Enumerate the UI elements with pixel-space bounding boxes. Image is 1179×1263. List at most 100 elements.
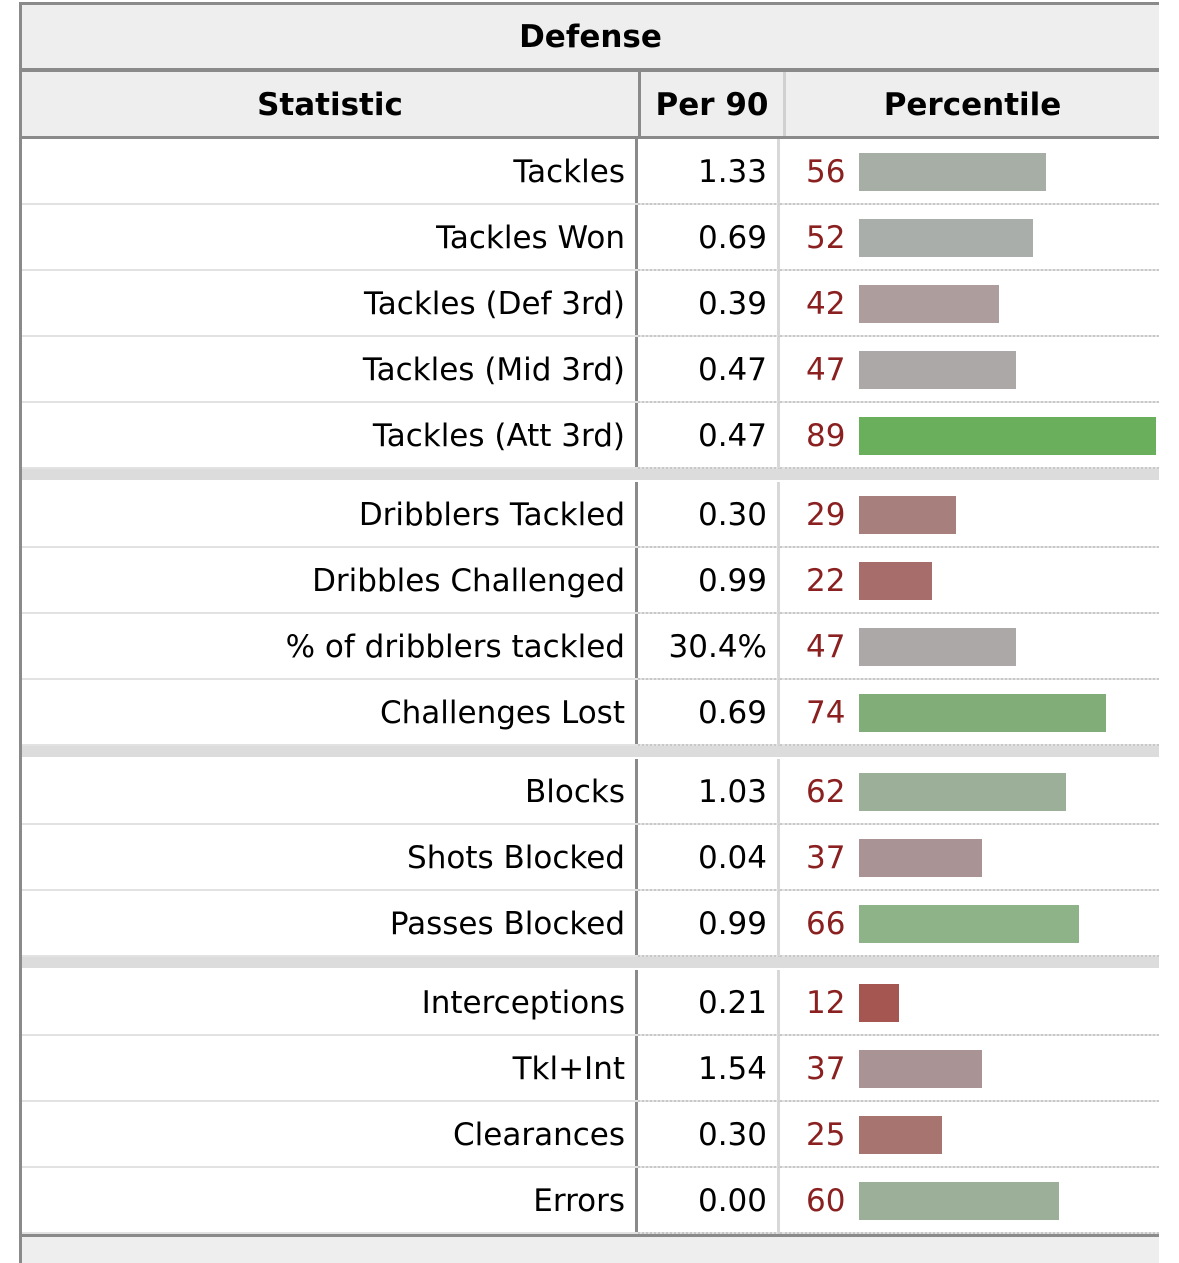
per90-value: 0.47 [638, 403, 780, 469]
per90-value: 1.54 [638, 1036, 780, 1102]
table-row: Dribblers Tackled 0.30 29 [22, 482, 1159, 548]
table-body: Tackles 1.33 56 Tackles Won 0.69 52 Tackles (D… [22, 139, 1159, 1234]
table-row: Tkl+Int 1.54 37 [22, 1036, 1159, 1102]
percentile-value: 56 [806, 154, 846, 190]
table-footer [22, 1234, 1159, 1263]
percentile-bar [859, 773, 1066, 811]
percentile-cell: 66 [780, 891, 1159, 957]
header-percentile[interactable]: Percentile [883, 87, 1062, 123]
group-separator [22, 469, 1159, 482]
percentile-value: 74 [806, 695, 846, 731]
table-row: Tackles (Mid 3rd) 0.47 47 [22, 337, 1159, 403]
header-statistic[interactable]: Statistic [22, 72, 641, 136]
table-caption: Defense [22, 5, 1159, 72]
percentile-cell: 74 [780, 680, 1159, 746]
table-row: Dribbles Challenged 0.99 22 [22, 548, 1159, 614]
stat-name: Passes Blocked [22, 891, 638, 955]
per90-value: 0.21 [638, 970, 780, 1036]
percentile-bar [859, 153, 1046, 191]
percentile-bar [859, 285, 999, 323]
per90-value: 0.39 [638, 271, 780, 337]
percentile-value: 52 [806, 220, 846, 256]
percentile-value: 89 [806, 418, 846, 454]
percentile-cell: 25 [780, 1102, 1159, 1168]
percentile-value: 60 [806, 1183, 846, 1219]
percentile-cell: 60 [780, 1168, 1159, 1234]
group-separator [22, 957, 1159, 970]
table-row: Shots Blocked 0.04 37 [22, 825, 1159, 891]
percentile-bar [859, 1182, 1059, 1220]
percentile-bar [859, 562, 932, 600]
percentile-value: 47 [806, 629, 846, 665]
stat-name: Interceptions [22, 970, 638, 1034]
percentile-bar [859, 628, 1016, 666]
header-per90[interactable]: Per 90 [641, 72, 786, 136]
per90-value: 1.03 [638, 759, 780, 825]
percentile-cell: 37 [780, 1036, 1159, 1102]
per90-value: 0.30 [638, 1102, 780, 1168]
table-row: Tackles (Att 3rd) 0.47 89 [22, 403, 1159, 469]
percentile-cell: 42 [780, 271, 1159, 337]
percentile-bar [859, 496, 956, 534]
header-row: Statistic Per 90 Percentile [22, 72, 1159, 139]
per90-value: 30.4% [638, 614, 780, 680]
percentile-bar [859, 1050, 982, 1088]
percentile-value: 37 [806, 1051, 846, 1087]
percentile-cell: 89 [780, 403, 1159, 469]
stat-name: Errors [22, 1168, 638, 1232]
per90-value: 0.30 [638, 482, 780, 548]
percentile-value: 29 [806, 497, 846, 533]
percentile-bar [859, 905, 1079, 943]
stat-name: Blocks [22, 759, 638, 823]
table-row: Tackles Won 0.69 52 [22, 205, 1159, 271]
percentile-bar [859, 984, 899, 1022]
stat-name: % of dribblers tackled [22, 614, 638, 678]
table-row: Challenges Lost 0.69 74 [22, 680, 1159, 746]
per90-value: 0.47 [638, 337, 780, 403]
stat-name: Tackles (Def 3rd) [22, 271, 638, 335]
stat-name: Tackles (Att 3rd) [22, 403, 638, 467]
table-row: Passes Blocked 0.99 66 [22, 891, 1159, 957]
percentile-cell: 62 [780, 759, 1159, 825]
percentile-bar [859, 839, 982, 877]
per90-value: 0.69 [638, 680, 780, 746]
stat-name: Dribblers Tackled [22, 482, 638, 546]
percentile-cell: 52 [780, 205, 1159, 271]
stat-name: Dribbles Challenged [22, 548, 638, 612]
percentile-cell: 47 [780, 614, 1159, 680]
percentile-cell: 37 [780, 825, 1159, 891]
per90-value: 1.33 [638, 139, 780, 205]
per90-value: 0.00 [638, 1168, 780, 1234]
percentile-value: 22 [806, 563, 846, 599]
percentile-cell: 12 [780, 970, 1159, 1036]
percentile-bar [859, 417, 1156, 455]
percentile-cell: 22 [780, 548, 1159, 614]
percentile-value: 62 [806, 774, 846, 810]
table-row: Blocks 1.03 62 [22, 759, 1159, 825]
percentile-value: 47 [806, 352, 846, 388]
per90-value: 0.04 [638, 825, 780, 891]
percentile-value: 42 [806, 286, 846, 322]
stat-name: Shots Blocked [22, 825, 638, 889]
percentile-cell: 56 [780, 139, 1159, 205]
table-row: Interceptions 0.21 12 [22, 970, 1159, 1036]
per90-value: 0.69 [638, 205, 780, 271]
percentile-bar [859, 1116, 942, 1154]
table-row: Clearances 0.30 25 [22, 1102, 1159, 1168]
defense-stats-table: Defense Statistic Per 90 Percentile Tack… [19, 2, 1159, 1263]
table-row: Tackles 1.33 56 [22, 139, 1159, 205]
stat-name: Tkl+Int [22, 1036, 638, 1100]
percentile-bar [859, 694, 1106, 732]
stat-name: Tackles Won [22, 205, 638, 269]
stat-name: Tackles (Mid 3rd) [22, 337, 638, 401]
percentile-cell: 47 [780, 337, 1159, 403]
table-row: Tackles (Def 3rd) 0.39 42 [22, 271, 1159, 337]
table-row: Errors 0.00 60 [22, 1168, 1159, 1234]
group-separator [22, 746, 1159, 759]
percentile-value: 37 [806, 840, 846, 876]
percentile-cell: 29 [780, 482, 1159, 548]
percentile-bar [859, 219, 1033, 257]
percentile-value: 12 [806, 985, 846, 1021]
percentile-value: 25 [806, 1117, 846, 1153]
per90-value: 0.99 [638, 548, 780, 614]
